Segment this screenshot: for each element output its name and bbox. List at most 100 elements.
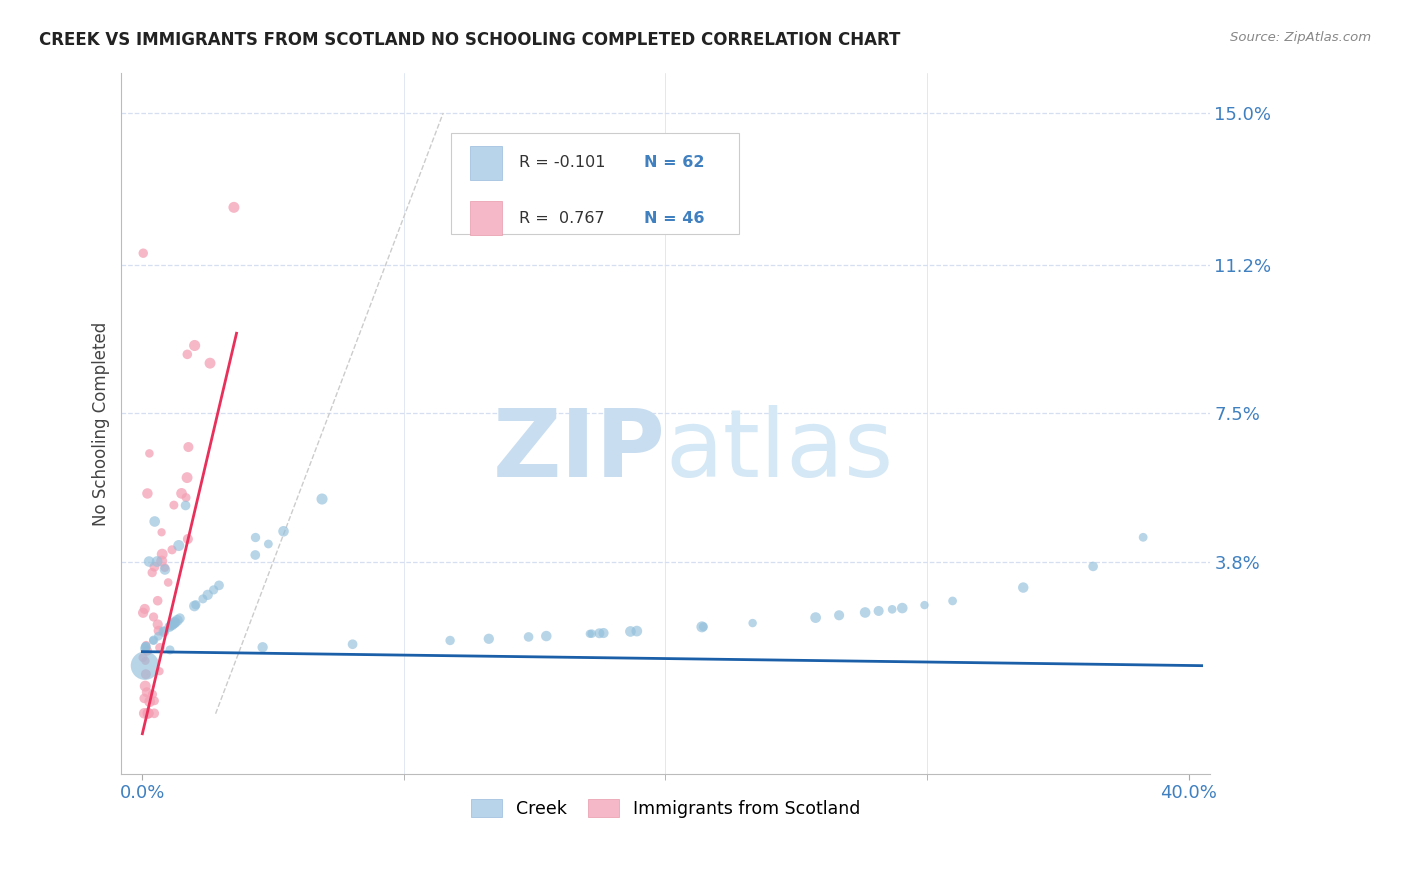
Point [222,200,245,214]
Point [136,706,159,721]
Point [132,650,155,665]
Point [148,624,170,638]
Point [592,626,614,640]
Point [148,665,170,679]
Point [169,611,191,625]
FancyBboxPatch shape [451,133,740,235]
Point [146,555,169,569]
Point [143,559,166,574]
Point [176,347,198,361]
Point [184,598,207,612]
Point [163,615,186,630]
Point [198,356,221,370]
Point [245,548,267,562]
Point [138,706,160,721]
Point [165,615,187,630]
Point [135,638,157,652]
Point [914,598,936,612]
Y-axis label: No Schooling Completed: No Schooling Completed [93,321,110,525]
Point [135,640,157,654]
Point [134,658,156,673]
Point [134,641,156,656]
Point [153,563,176,577]
Point [142,633,165,648]
Point [183,338,205,352]
Point [177,440,200,454]
Point [626,624,648,638]
Point [134,706,156,721]
Point [478,632,501,646]
Point [191,591,214,606]
Point [176,470,198,484]
Point [208,578,231,592]
Point [149,640,172,655]
Point [150,554,173,568]
Point [132,606,155,620]
Point [135,640,157,654]
Point [136,706,159,721]
Point [134,602,156,616]
Point [159,643,181,657]
Text: Source: ZipAtlas.com: Source: ZipAtlas.com [1230,31,1371,45]
Point [942,594,965,608]
Point [163,615,186,630]
Point [517,630,540,644]
Point [891,601,914,615]
Point [141,566,163,580]
Point [142,633,165,648]
Point [804,610,827,624]
Point [163,498,186,512]
Point [619,624,641,639]
Point [167,539,190,553]
Point [142,610,165,624]
Point [536,629,558,643]
Legend: Creek, Immigrants from Scotland: Creek, Immigrants from Scotland [464,792,868,825]
Point [868,604,890,618]
Point [134,691,156,706]
Point [162,617,184,632]
Point [828,608,851,623]
Point [134,654,156,668]
Point [311,491,333,506]
Point [439,633,461,648]
Point [143,706,166,721]
Point [148,629,170,643]
Point [1081,559,1104,574]
Point [136,706,159,721]
Point [153,560,176,574]
Point [138,555,160,569]
Point [136,486,159,500]
Point [177,532,200,546]
Point [146,617,169,632]
Point [257,537,280,551]
Point [138,446,160,460]
Point [159,619,181,633]
Point [146,593,169,607]
Point [143,515,166,529]
Text: N = 62: N = 62 [644,155,704,170]
Point [153,624,176,639]
Point [157,575,180,590]
Point [690,620,713,634]
Point [252,640,274,655]
Point [197,588,219,602]
Point [183,599,205,613]
Point [581,626,603,640]
Point [143,694,166,708]
Text: R =  0.767: R = 0.767 [519,211,605,226]
Point [202,582,225,597]
Point [273,524,295,539]
Point [159,620,181,634]
Point [160,542,183,557]
Point [588,626,610,640]
Text: N = 46: N = 46 [644,211,704,226]
Point [138,695,160,709]
Point [741,616,763,631]
Point [342,637,364,651]
Point [132,246,155,260]
Point [174,499,197,513]
Point [135,685,157,699]
Point [141,687,163,701]
Point [150,525,173,540]
FancyBboxPatch shape [470,202,502,235]
